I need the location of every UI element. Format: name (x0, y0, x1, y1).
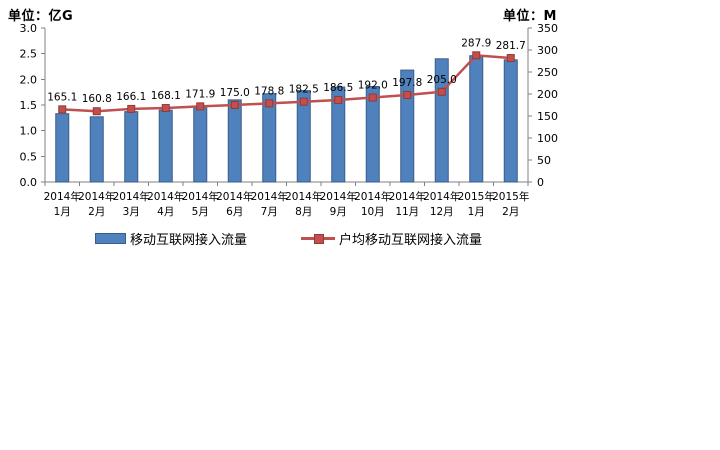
legend-bar-swatch-icon (95, 232, 126, 244)
x-category-month-label: 1月 (468, 206, 485, 218)
bar (296, 90, 311, 183)
x-category-month-label: 6月 (226, 206, 243, 218)
bar (262, 93, 277, 183)
x-category-year-label: 2014年 (113, 190, 150, 203)
bar (55, 113, 70, 183)
data-label: 197.8 (392, 77, 422, 89)
x-category-month-label: 12月 (430, 206, 454, 218)
line-marker (265, 99, 274, 108)
data-label: 168.1 (151, 90, 181, 102)
y-left-tick-label: 1.0 (20, 125, 38, 138)
y-axis-right: 350 300 250 200 150 100 50 0 (527, 22, 558, 189)
line-marker (58, 105, 67, 114)
y-right-tick-label: 50 (537, 154, 551, 167)
x-category-month-label: 1月 (54, 206, 71, 218)
line-marker (196, 102, 205, 111)
data-label: 160.8 (82, 93, 112, 105)
legend-bar-label: 移动互联网接入流量 (130, 232, 248, 248)
line-marker (161, 104, 170, 113)
data-label: 287.9 (461, 37, 491, 49)
x-category-year-label: 2014年 (354, 190, 391, 203)
y-right-tick-label: 300 (537, 44, 558, 57)
data-label: 281.7 (496, 40, 526, 52)
x-category-month-label: 4月 (157, 206, 174, 218)
bar (193, 106, 208, 183)
line-marker (506, 54, 515, 63)
y-right-tick-label: 0 (537, 176, 544, 189)
data-label: 178.8 (254, 85, 284, 97)
y-right-tick-label: 250 (537, 66, 558, 79)
y-right-tick-label: 200 (537, 88, 558, 101)
line-marker (299, 97, 308, 106)
y-left-tick-label: 0.5 (20, 150, 38, 163)
x-category-year-label: 2014年 (320, 190, 357, 203)
line-marker (437, 87, 446, 96)
x-category-year-label: 2014年 (182, 190, 219, 203)
y-left-tick-label: 1.5 (20, 99, 38, 112)
y-right-tick-label: 350 (537, 22, 558, 35)
x-category-month-label: 3月 (123, 206, 140, 218)
bar (89, 116, 104, 183)
y-left-tick-label: 0.0 (20, 176, 38, 189)
data-label: 205.0 (427, 74, 457, 86)
y-right-tick-label: 150 (537, 110, 558, 123)
x-category-month-label: 8月 (295, 206, 312, 218)
x-category-month-label: 2月 (88, 206, 105, 218)
x-category-year-label: 2014年 (251, 190, 288, 203)
data-label: 165.1 (47, 91, 77, 103)
bar (503, 59, 518, 183)
bar (158, 109, 173, 183)
x-category-month-label: 2月 (502, 206, 519, 218)
legend-line-label: 户均移动互联网接入流量 (339, 232, 483, 248)
bar (365, 86, 380, 183)
x-category-year-label: 2014年 (44, 190, 81, 203)
bar (124, 111, 139, 183)
y-left-tick-label: 3.0 (20, 22, 38, 35)
data-label: 175.0 (220, 87, 250, 99)
line-marker (230, 101, 239, 109)
line-marker (368, 93, 377, 102)
x-category-month-label: 9月 (330, 206, 347, 218)
data-label: 186.5 (323, 82, 353, 94)
chart-legend: 移动互联网接入流量 户均移动互联网接入流量 (0, 228, 560, 248)
data-labels: 165.1 160.8 166.1 168.1 171.9 175.0 178.8 182.5… (47, 37, 526, 105)
x-category-month-label: 7月 (261, 206, 278, 218)
legend-line-marker-swatch-icon (301, 233, 335, 244)
y-left-tick-label: 2.0 (20, 73, 38, 86)
line-marker (127, 104, 136, 113)
x-category-year-label: 2014年 (78, 190, 115, 203)
legend-item-line-series: 户均移动互联网接入流量 (301, 228, 482, 248)
left-axis-unit-title: 单位：亿G (8, 9, 74, 24)
bar (331, 86, 346, 183)
y-axis-left: 3.0 2.5 2.0 1.5 1.0 0.5 0.0 (20, 22, 46, 189)
line-marker (92, 107, 101, 116)
legend-item-bar-series: 移动互联网接入流量 (95, 228, 247, 248)
x-category-year-label: 2015年 (492, 190, 529, 203)
bar (469, 55, 484, 183)
line-marker (334, 95, 343, 104)
x-category-month-label: 10月 (361, 206, 385, 218)
line-marker (403, 90, 412, 99)
x-category-year-label: 2014年 (147, 190, 184, 203)
line-series (58, 51, 515, 116)
y-left-tick-label: 2.5 (20, 48, 38, 61)
x-axis: 2014年 1月 2014年 2月 2014年 3月 2014年 4月 2014年 5月 2014年… (44, 181, 529, 218)
x-category-month-label: 11月 (395, 206, 419, 218)
x-category-year-label: 2014年 (423, 190, 460, 203)
x-category-month-label: 5月 (192, 206, 209, 218)
x-category-year-label: 2014年 (285, 190, 322, 203)
bar (227, 99, 242, 183)
y-right-tick-label: 100 (537, 132, 558, 145)
x-category-year-label: 2014年 (216, 190, 253, 203)
data-label: 166.1 (116, 91, 146, 103)
data-label: 192.0 (358, 80, 388, 92)
data-label: 171.9 (185, 88, 215, 100)
x-category-year-label: 2014年 (389, 190, 426, 203)
right-axis-unit-title: 单位：M (503, 9, 557, 24)
line-marker (472, 51, 481, 60)
x-category-year-label: 2015年 (458, 190, 495, 203)
data-label: 182.5 (289, 84, 319, 96)
